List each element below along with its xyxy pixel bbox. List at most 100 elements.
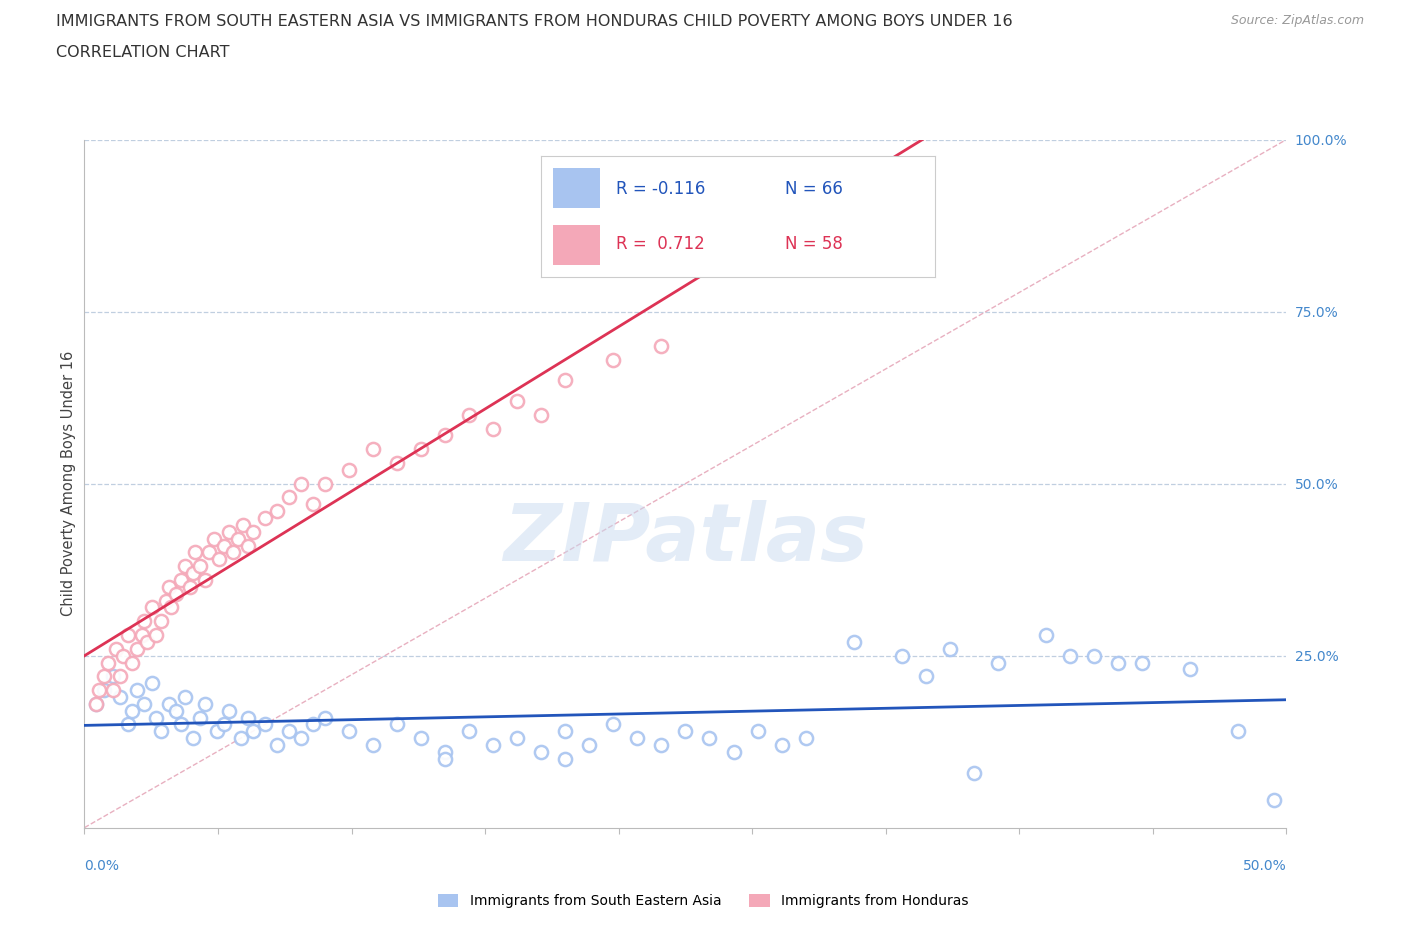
Text: CORRELATION CHART: CORRELATION CHART	[56, 45, 229, 60]
Point	[337, 724, 360, 738]
Point	[675, 724, 697, 738]
Point	[87, 683, 110, 698]
Point	[157, 697, 180, 711]
Point	[530, 745, 553, 760]
FancyBboxPatch shape	[553, 168, 600, 208]
Point	[915, 669, 938, 684]
Point	[141, 600, 163, 615]
Point	[434, 745, 457, 760]
Point	[157, 579, 180, 594]
Point	[198, 545, 221, 560]
Point	[160, 600, 183, 615]
Point	[188, 711, 211, 725]
Point	[181, 565, 204, 580]
Point	[1035, 628, 1057, 643]
Point	[179, 579, 201, 594]
Point	[554, 724, 576, 738]
Point	[361, 737, 384, 752]
Point	[141, 676, 163, 691]
FancyBboxPatch shape	[553, 225, 600, 265]
Point	[602, 352, 624, 367]
Point	[554, 751, 576, 766]
Point	[194, 697, 217, 711]
Text: R = -0.116: R = -0.116	[616, 179, 706, 198]
Point	[131, 628, 153, 643]
Point	[127, 683, 149, 698]
Text: 50.0%: 50.0%	[1243, 858, 1286, 872]
Point	[117, 717, 139, 732]
Point	[121, 703, 143, 718]
Point	[458, 407, 481, 422]
Point	[409, 442, 432, 457]
Point	[181, 731, 204, 746]
Text: ZIPatlas: ZIPatlas	[503, 499, 868, 578]
Point	[150, 724, 173, 738]
Point	[169, 717, 191, 732]
Point	[134, 614, 156, 629]
Point	[117, 628, 139, 643]
Text: N = 66: N = 66	[785, 179, 844, 198]
Point	[290, 731, 312, 746]
Point	[554, 373, 576, 388]
Point	[842, 634, 865, 649]
Text: Source: ZipAtlas.com: Source: ZipAtlas.com	[1230, 14, 1364, 27]
Point	[145, 628, 167, 643]
Point	[361, 442, 384, 457]
Point	[208, 551, 231, 566]
Legend: Immigrants from South Eastern Asia, Immigrants from Honduras: Immigrants from South Eastern Asia, Immi…	[432, 889, 974, 914]
Point	[699, 256, 721, 271]
Point	[165, 586, 187, 601]
Point	[301, 717, 323, 732]
Point	[266, 737, 288, 752]
Point	[103, 683, 125, 698]
Text: R =  0.712: R = 0.712	[616, 235, 704, 254]
Point	[747, 235, 769, 250]
Point	[506, 731, 529, 746]
Point	[188, 559, 211, 574]
Point	[530, 407, 553, 422]
Point	[97, 655, 120, 670]
Point	[222, 545, 245, 560]
Point	[165, 703, 187, 718]
Point	[434, 751, 457, 766]
Point	[93, 669, 115, 684]
Point	[1180, 662, 1202, 677]
Point	[987, 655, 1010, 670]
Point	[1059, 648, 1081, 663]
Point	[103, 669, 125, 684]
Point	[242, 724, 264, 738]
Point	[194, 573, 217, 588]
Point	[434, 428, 457, 443]
Point	[242, 525, 264, 539]
Point	[86, 697, 108, 711]
Point	[212, 717, 235, 732]
Point	[277, 724, 299, 738]
Point	[1263, 792, 1285, 807]
Point	[174, 559, 197, 574]
Point	[385, 456, 408, 471]
Point	[482, 737, 505, 752]
Point	[890, 648, 912, 663]
Point	[747, 724, 769, 738]
Point	[218, 525, 240, 539]
Text: IMMIGRANTS FROM SOUTH EASTERN ASIA VS IMMIGRANTS FROM HONDURAS CHILD POVERTY AMO: IMMIGRANTS FROM SOUTH EASTERN ASIA VS IM…	[56, 14, 1012, 29]
Point	[385, 717, 408, 732]
Point	[232, 517, 254, 532]
Point	[150, 614, 173, 629]
Point	[134, 697, 156, 711]
Point	[602, 717, 624, 732]
Point	[110, 689, 132, 704]
Point	[458, 724, 481, 738]
Point	[184, 545, 207, 560]
Point	[578, 737, 600, 752]
Point	[482, 421, 505, 436]
Point	[111, 648, 134, 663]
Point	[145, 711, 167, 725]
Point	[770, 737, 793, 752]
Point	[314, 711, 336, 725]
Point	[277, 490, 299, 505]
Point	[212, 538, 235, 553]
Point	[229, 731, 252, 746]
Text: N = 58: N = 58	[785, 235, 844, 254]
Point	[226, 531, 249, 546]
